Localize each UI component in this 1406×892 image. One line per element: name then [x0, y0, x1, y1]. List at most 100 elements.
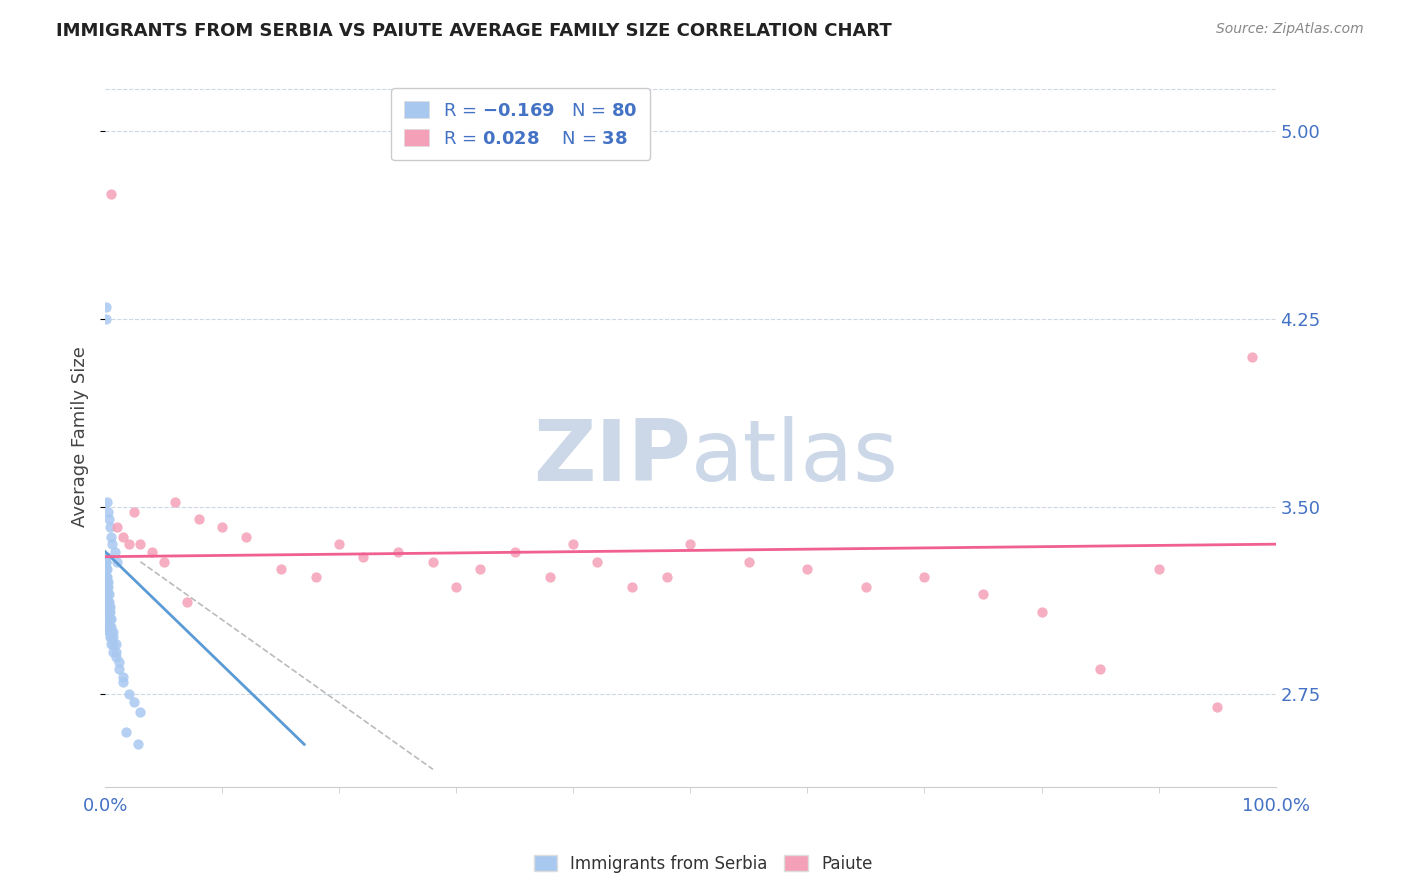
Point: [1088, 662, 1111, 676]
Point: [96, 570, 118, 584]
Point: [96, 549, 118, 564]
Point: [655, 570, 678, 584]
Point: [103, 637, 125, 651]
Point: [98, 624, 121, 639]
Point: [96, 555, 118, 569]
Point: [96, 574, 118, 589]
Point: [117, 687, 139, 701]
Point: [100, 620, 122, 634]
Point: [97, 599, 120, 614]
Point: [352, 549, 374, 564]
Point: [96, 587, 118, 601]
Point: [96, 620, 118, 634]
Point: [94, 549, 117, 564]
Point: [96, 574, 118, 589]
Point: [97, 595, 120, 609]
Point: [96, 505, 118, 519]
Point: [97, 512, 120, 526]
Point: [972, 587, 994, 601]
Point: [97, 624, 120, 639]
Point: [328, 537, 350, 551]
Point: [235, 530, 257, 544]
Point: [94, 595, 117, 609]
Point: [562, 537, 585, 551]
Point: [96, 605, 118, 619]
Point: [176, 595, 198, 609]
Point: [1031, 605, 1053, 619]
Point: [914, 570, 936, 584]
Point: [101, 537, 124, 551]
Point: [96, 300, 118, 314]
Point: [97, 612, 120, 626]
Point: [96, 599, 118, 614]
Text: Source: ZipAtlas.com: Source: ZipAtlas.com: [1216, 22, 1364, 37]
Point: [94, 555, 117, 569]
Point: [96, 599, 118, 614]
Point: [100, 530, 122, 544]
Point: [165, 494, 187, 508]
Point: [96, 587, 118, 601]
Y-axis label: Average Family Size: Average Family Size: [72, 346, 89, 527]
Point: [468, 562, 491, 576]
Point: [124, 505, 146, 519]
Point: [105, 519, 128, 533]
Legend: R = $\bf{-0.169}$   N = $\bf{80}$, R = $\bf{0.028}$    N = $\bf{38}$: R = $\bf{-0.169}$ N = $\bf{80}$, R = $\b…: [391, 88, 651, 161]
Point: [1147, 562, 1170, 576]
Point: [129, 705, 152, 719]
Point: [103, 645, 125, 659]
Point: [104, 637, 127, 651]
Point: [108, 655, 131, 669]
Point: [538, 570, 561, 584]
Point: [98, 620, 121, 634]
Legend: Immigrants from Serbia, Paiute: Immigrants from Serbia, Paiute: [527, 848, 879, 880]
Point: [100, 637, 122, 651]
Point: [103, 624, 125, 639]
Point: [1206, 699, 1229, 714]
Point: [96, 599, 118, 614]
Point: [738, 555, 761, 569]
Point: [96, 595, 118, 609]
Point: [117, 537, 139, 551]
Point: [97, 587, 120, 601]
Point: [96, 605, 118, 619]
Text: atlas: atlas: [690, 416, 898, 500]
Point: [98, 599, 121, 614]
Point: [104, 649, 127, 664]
Point: [103, 544, 125, 558]
Point: [141, 544, 163, 558]
Point: [96, 587, 118, 601]
Point: [305, 570, 328, 584]
Point: [105, 555, 128, 569]
Point: [387, 544, 409, 558]
Point: [422, 555, 444, 569]
Point: [94, 574, 117, 589]
Point: [100, 630, 122, 644]
Point: [104, 645, 127, 659]
Text: ZIP: ZIP: [533, 416, 690, 500]
Point: [115, 724, 138, 739]
Point: [127, 737, 149, 751]
Point: [585, 555, 607, 569]
Point: [94, 599, 117, 614]
Point: [94, 570, 117, 584]
Point: [96, 574, 118, 589]
Point: [94, 562, 117, 576]
Point: [97, 620, 120, 634]
Point: [96, 562, 118, 576]
Point: [98, 630, 121, 644]
Point: [94, 580, 117, 594]
Point: [796, 562, 818, 576]
Point: [855, 580, 877, 594]
Point: [98, 612, 121, 626]
Point: [270, 562, 292, 576]
Point: [100, 612, 122, 626]
Point: [103, 630, 125, 644]
Point: [97, 605, 120, 619]
Point: [111, 670, 134, 684]
Point: [96, 595, 118, 609]
Point: [111, 674, 134, 689]
Point: [100, 624, 122, 639]
Point: [1241, 350, 1264, 364]
Point: [124, 695, 146, 709]
Point: [94, 312, 117, 326]
